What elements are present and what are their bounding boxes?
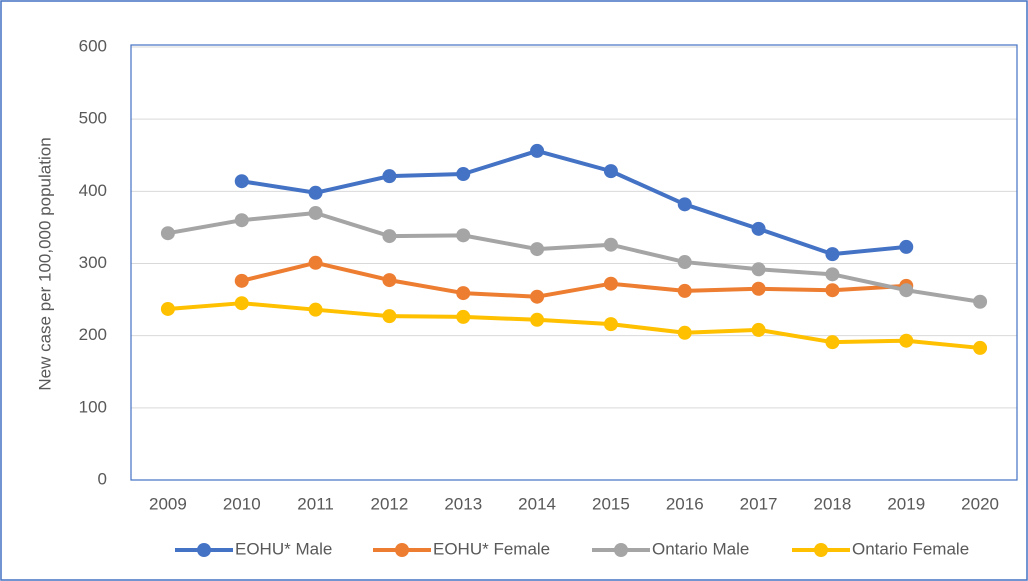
data-point xyxy=(825,283,840,298)
data-point xyxy=(751,221,766,236)
data-point xyxy=(677,197,692,212)
data-point xyxy=(899,283,914,298)
data-point xyxy=(382,273,397,288)
data-point xyxy=(899,333,914,348)
data-point xyxy=(456,228,471,243)
x-tick-label: 2010 xyxy=(223,494,261,513)
data-point xyxy=(973,294,988,309)
data-point xyxy=(899,239,914,254)
x-tick-label: 2015 xyxy=(592,494,630,513)
data-point xyxy=(603,317,618,332)
x-tick-label: 2017 xyxy=(740,494,778,513)
legend-label: EOHU* Male xyxy=(235,539,332,558)
series-line xyxy=(167,210,981,304)
x-tick-label: 2020 xyxy=(961,494,999,513)
y-tick-label: 0 xyxy=(98,469,107,488)
legend-marker xyxy=(614,543,628,557)
y-tick-label: 300 xyxy=(79,253,107,272)
data-point xyxy=(530,289,545,304)
x-tick-label: 2016 xyxy=(666,494,704,513)
data-point xyxy=(382,229,397,244)
legend-marker xyxy=(395,543,409,557)
data-point xyxy=(530,242,545,257)
data-point xyxy=(160,301,175,316)
y-tick-label: 400 xyxy=(79,181,107,200)
data-point xyxy=(677,283,692,298)
data-point xyxy=(308,205,323,220)
data-point xyxy=(825,247,840,262)
data-point xyxy=(234,273,249,288)
data-point xyxy=(308,185,323,200)
x-tick-label: 2013 xyxy=(444,494,482,513)
legend-marker xyxy=(814,543,828,557)
data-point xyxy=(308,255,323,270)
legend-label: EOHU* Female xyxy=(433,539,550,558)
data-point xyxy=(677,255,692,270)
data-point xyxy=(382,309,397,324)
data-point xyxy=(234,213,249,228)
data-point xyxy=(751,281,766,296)
data-point xyxy=(751,322,766,337)
data-point xyxy=(234,296,249,311)
y-tick-label: 100 xyxy=(79,397,107,416)
data-point xyxy=(456,286,471,301)
x-tick-label: 2009 xyxy=(149,494,187,513)
data-point xyxy=(308,302,323,317)
x-tick-label: 2012 xyxy=(371,494,409,513)
data-point xyxy=(973,340,988,355)
legend-label: Ontario Female xyxy=(852,539,969,558)
series-line xyxy=(167,301,981,350)
y-tick-label: 500 xyxy=(79,109,107,128)
x-tick-label: 2014 xyxy=(518,494,556,513)
x-tick-label: 2011 xyxy=(297,494,334,513)
series-line xyxy=(241,260,907,299)
data-point xyxy=(751,262,766,277)
data-point xyxy=(530,312,545,327)
data-point xyxy=(677,325,692,340)
data-point xyxy=(456,167,471,182)
series-line xyxy=(241,148,907,257)
x-tick-label: 2018 xyxy=(814,494,852,513)
data-point xyxy=(603,276,618,291)
y-axis-label: New case per 100,000 population xyxy=(35,137,54,390)
data-point xyxy=(825,335,840,350)
data-point xyxy=(456,309,471,324)
y-tick-label: 600 xyxy=(79,36,107,55)
y-tick-label: 200 xyxy=(79,325,107,344)
plot-border xyxy=(130,44,1018,481)
data-point xyxy=(603,164,618,179)
data-point xyxy=(160,226,175,241)
data-point xyxy=(382,169,397,184)
data-point xyxy=(234,174,249,189)
legend-label: Ontario Male xyxy=(652,539,749,558)
data-point xyxy=(530,143,545,158)
x-tick-label: 2019 xyxy=(887,494,925,513)
data-point xyxy=(603,237,618,252)
data-point xyxy=(825,267,840,282)
legend-marker xyxy=(197,543,211,557)
